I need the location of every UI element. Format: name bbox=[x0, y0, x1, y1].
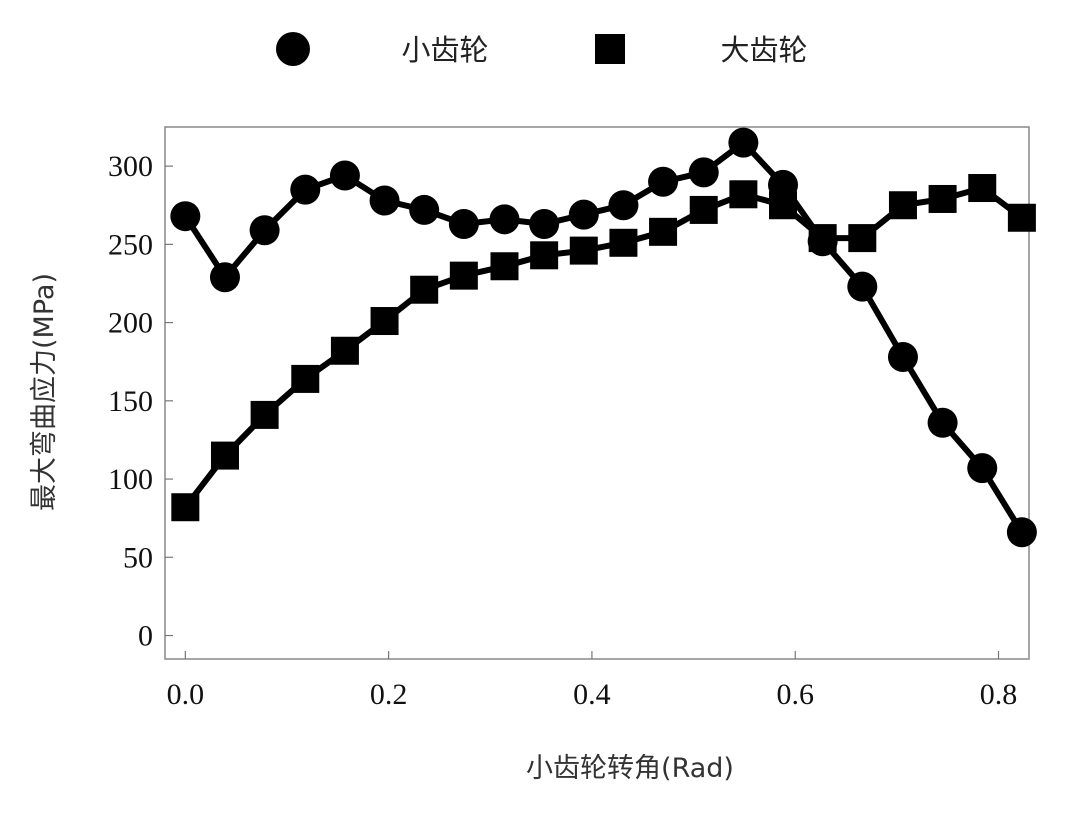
data-point-circle bbox=[489, 204, 520, 235]
data-point-circle bbox=[688, 157, 719, 188]
series-1 bbox=[170, 127, 1037, 548]
legend: 小齿轮 大齿轮 bbox=[276, 32, 808, 67]
x-axis: 0.0 0.2 0.4 0.6 0.8 bbox=[167, 651, 1018, 711]
series-line bbox=[182, 185, 1024, 510]
data-point-circle bbox=[409, 194, 440, 225]
data-point-circle bbox=[529, 209, 560, 240]
data-point-square bbox=[729, 180, 758, 209]
y-tick-label: 0 bbox=[138, 620, 153, 653]
data-point-square bbox=[370, 307, 399, 336]
plot-frame bbox=[164, 126, 1030, 660]
data-point-square bbox=[330, 336, 359, 365]
y-tick-label: 100 bbox=[108, 463, 153, 496]
data-point-square bbox=[968, 174, 997, 203]
legend-label: 大齿轮 bbox=[720, 33, 807, 67]
y-tick-label: 300 bbox=[108, 150, 153, 183]
legend-marker bbox=[276, 32, 310, 66]
data-point-circle bbox=[170, 201, 201, 232]
data-point-circle bbox=[927, 407, 958, 438]
legend-item: 小齿轮 bbox=[276, 32, 489, 67]
data-point-square bbox=[171, 493, 200, 522]
data-point-square bbox=[769, 191, 798, 220]
series-layer bbox=[170, 127, 1037, 548]
y-tick-label: 150 bbox=[108, 385, 153, 418]
data-point-square bbox=[569, 236, 598, 265]
legend-label: 小齿轮 bbox=[401, 33, 488, 67]
y-tick-label: 250 bbox=[108, 228, 153, 261]
legend-item: 大齿轮 bbox=[595, 33, 808, 67]
data-point-circle bbox=[887, 342, 918, 373]
x-tick-label: 0.6 bbox=[776, 678, 814, 711]
data-point-circle bbox=[608, 190, 639, 221]
data-point-circle bbox=[369, 185, 400, 216]
data-point-square bbox=[210, 441, 239, 470]
data-point-square bbox=[689, 195, 718, 224]
data-point-square bbox=[449, 261, 478, 290]
data-point-square bbox=[808, 224, 837, 253]
data-point-circle bbox=[1006, 517, 1037, 548]
data-point-circle bbox=[847, 271, 878, 302]
data-point-circle bbox=[329, 160, 360, 191]
data-point-circle bbox=[209, 262, 240, 293]
data-point-square bbox=[1007, 203, 1036, 232]
legend-marker bbox=[595, 34, 625, 64]
series-line bbox=[182, 139, 1025, 534]
x-tick-label: 0.2 bbox=[370, 678, 408, 711]
x-axis-title: 小齿轮转角(Rad) bbox=[526, 753, 734, 784]
y-axis: 0 50 100 150 200 250 300 bbox=[108, 150, 173, 653]
series-2 bbox=[171, 174, 1036, 522]
data-point-square bbox=[848, 224, 877, 253]
data-point-square bbox=[291, 364, 320, 393]
y-tick-label: 50 bbox=[123, 541, 153, 574]
x-tick-label: 0.4 bbox=[573, 678, 611, 711]
y-tick-label: 200 bbox=[108, 307, 153, 340]
data-point-circle bbox=[967, 453, 998, 484]
data-point-circle bbox=[448, 209, 479, 240]
data-point-square bbox=[250, 400, 279, 429]
data-point-circle bbox=[568, 199, 599, 230]
data-point-square bbox=[530, 241, 559, 270]
x-tick-label: 0.8 bbox=[980, 678, 1018, 711]
data-point-square bbox=[649, 217, 678, 246]
y-axis-title: 最大弯曲应力(MPa) bbox=[29, 273, 60, 511]
data-point-square bbox=[490, 252, 519, 281]
x-tick-label: 0.0 bbox=[167, 678, 205, 711]
data-point-square bbox=[609, 228, 638, 257]
data-point-circle bbox=[648, 166, 679, 197]
data-point-circle bbox=[249, 215, 280, 246]
data-point-circle bbox=[728, 127, 759, 158]
data-point-square bbox=[888, 191, 917, 220]
data-point-square bbox=[928, 184, 957, 213]
data-point-circle bbox=[290, 174, 321, 205]
data-point-square bbox=[410, 275, 439, 304]
